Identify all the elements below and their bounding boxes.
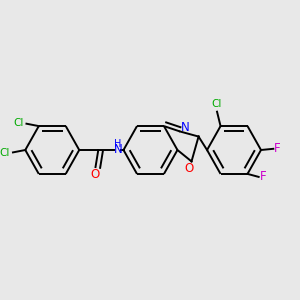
Text: F: F [260, 170, 266, 183]
Text: Cl: Cl [0, 148, 10, 158]
Text: O: O [184, 161, 194, 175]
Text: N: N [114, 143, 122, 156]
Text: Cl: Cl [13, 118, 23, 128]
Text: F: F [274, 142, 281, 155]
Text: H: H [114, 139, 122, 149]
Text: Cl: Cl [212, 99, 222, 109]
Text: O: O [90, 168, 99, 181]
Text: N: N [180, 121, 189, 134]
